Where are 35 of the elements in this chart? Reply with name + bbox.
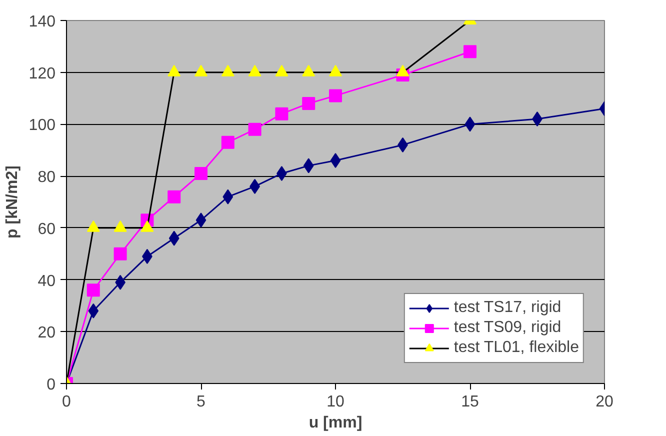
point	[303, 158, 314, 174]
x-tick-label: 20	[596, 394, 614, 410]
point	[329, 89, 342, 102]
point	[330, 153, 341, 168]
point	[464, 116, 476, 132]
point	[168, 230, 180, 246]
x-tick-label: 0	[62, 394, 72, 410]
y-tick-label: 80	[38, 169, 56, 186]
point	[88, 303, 99, 318]
y-tick-label: 140	[28, 14, 56, 30]
point	[222, 189, 234, 204]
y-tick-label: 100	[28, 117, 56, 134]
legend-label: test TS09, rigid	[454, 318, 562, 338]
point	[86, 284, 100, 297]
x-axis-title: u [mm]	[308, 414, 362, 432]
y-tick-label: 60	[38, 220, 56, 238]
y-tick-label: 20	[38, 324, 56, 342]
point	[248, 122, 262, 136]
y-tick-label: 40	[38, 272, 56, 290]
point	[168, 190, 181, 204]
y-tick-label: 0	[46, 376, 56, 394]
point	[221, 136, 234, 149]
x-tick-label: 10	[326, 394, 344, 410]
x-tick-label: 5	[196, 394, 206, 410]
legend-label: test TS17, rigid	[454, 298, 562, 318]
point	[275, 107, 288, 120]
point	[194, 166, 208, 180]
point	[196, 212, 206, 228]
x-tick-label: 15	[461, 394, 479, 410]
point	[302, 96, 316, 110]
legend-label: test TL01, flexible	[454, 338, 579, 358]
point	[464, 45, 476, 58]
y-tick-label: 120	[28, 65, 56, 82]
point	[114, 247, 127, 260]
y-axis-title: p [kN/m2]	[4, 166, 21, 238]
